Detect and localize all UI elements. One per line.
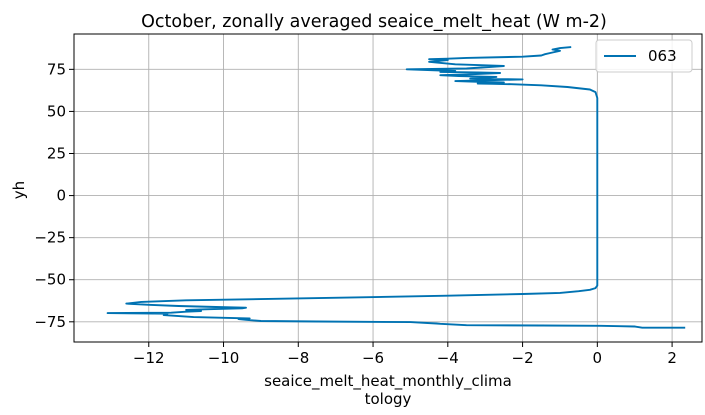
- x-tick-label: 2: [667, 349, 677, 367]
- legend-label-063: 063: [648, 47, 677, 65]
- series-line-063: [106, 46, 686, 329]
- axes-frame: [73, 33, 703, 343]
- x-tick-label: −8: [287, 349, 309, 367]
- y-tick-label: 25: [47, 144, 66, 162]
- y-axis-label: yh: [10, 181, 28, 199]
- x-axis-label-line2: tology: [365, 390, 412, 408]
- y-tick-label: 0: [56, 187, 66, 205]
- x-tick-label: −10: [208, 349, 240, 367]
- x-tick-label: −6: [362, 349, 384, 367]
- legend-box: [595, 39, 693, 73]
- x-tick-label: −12: [133, 349, 165, 367]
- y-axis-ticks: −75 −50 −25 0 25 50 75: [34, 60, 74, 331]
- chart-title: October, zonally averaged seaice_melt_he…: [141, 12, 607, 32]
- y-tick-label: 75: [47, 60, 66, 78]
- y-tick-label: −75: [34, 313, 66, 331]
- x-axis-label-line1: seaice_melt_heat_monthly_clima: [264, 372, 512, 391]
- x-tick-label: 0: [593, 349, 603, 367]
- y-tick-label: 50: [47, 102, 66, 120]
- legend: 063: [595, 39, 693, 73]
- y-tick-label: −25: [34, 229, 66, 247]
- x-tick-label: −2: [512, 349, 534, 367]
- grid-lines: [74, 34, 702, 342]
- x-tick-label: −4: [437, 349, 459, 367]
- y-tick-label: −50: [34, 271, 66, 289]
- series-group: [106, 46, 686, 329]
- x-axis-ticks: −12 −10 −8 −6 −4 −2 0 2: [133, 342, 677, 367]
